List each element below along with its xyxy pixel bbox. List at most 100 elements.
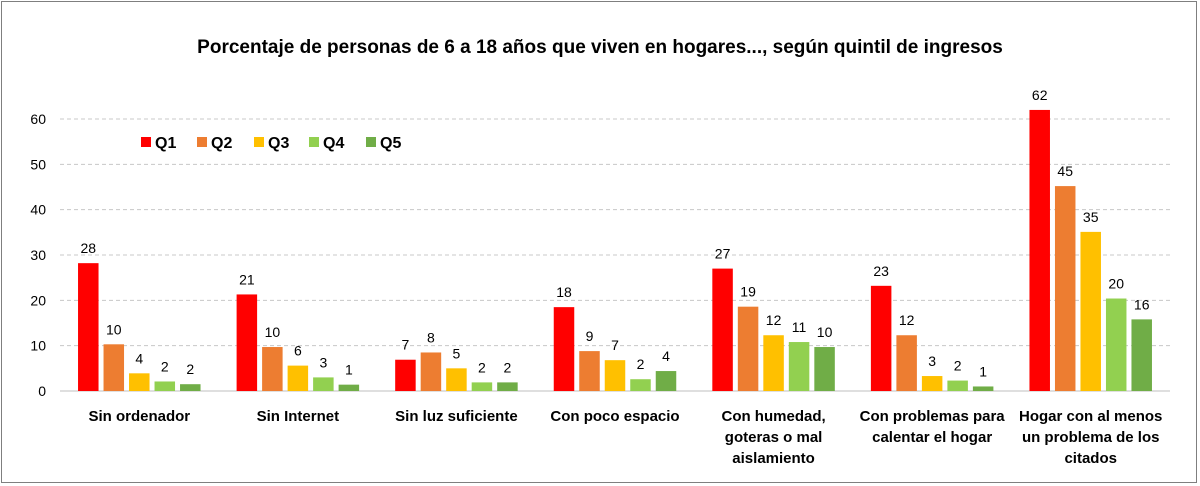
bar-q1 (236, 294, 258, 391)
legend-item-q2: Q2 (197, 135, 232, 152)
data-label: 4 (662, 348, 670, 364)
legend-item-q1: Q1 (141, 135, 176, 152)
legend-label: Q3 (268, 135, 289, 152)
bar-q5 (1131, 319, 1152, 391)
legend-label: Q4 (323, 135, 344, 152)
bar-q5 (338, 384, 360, 391)
category-labels: Sin ordenador Sin Internet Sin luz suficie… (88, 408, 1162, 467)
data-label: 35 (1083, 209, 1099, 225)
category-label: Con problemas para calentar el hogar (860, 408, 1006, 446)
data-label: 1 (979, 363, 987, 379)
data-label: 27 (715, 246, 731, 262)
bar-q5 (497, 382, 518, 391)
data-label: 28 (80, 240, 96, 256)
bars (78, 109, 1152, 391)
data-label: 10 (106, 321, 122, 337)
legend-item-q3: Q3 (254, 135, 289, 152)
data-label: 5 (453, 345, 461, 361)
data-label: 2 (637, 356, 645, 372)
bar-q3 (921, 376, 943, 391)
legend-swatch (254, 137, 264, 147)
legend-label: Q5 (380, 135, 401, 152)
legend-swatch (197, 137, 207, 147)
data-label: 4 (135, 350, 143, 366)
bar-q1 (395, 359, 416, 391)
bar-q4 (630, 379, 651, 391)
y-tick-label: 40 (30, 202, 46, 218)
y-axis-ticks: 0 10 20 30 40 50 60 (30, 111, 46, 399)
data-label: 10 (265, 324, 281, 340)
category-label: Sin luz suficiente (395, 408, 518, 425)
chart-title: Porcentaje de personas de 6 a 18 años qu… (197, 37, 1003, 58)
data-label: 12 (766, 312, 782, 328)
legend-swatch (309, 137, 319, 147)
bar-q1 (1029, 109, 1050, 391)
y-tick-label: 20 (30, 292, 46, 308)
bar-q5 (180, 384, 201, 391)
bar-q1 (78, 263, 99, 391)
data-label: 19 (740, 284, 756, 300)
data-label: 8 (427, 329, 435, 345)
data-label: 20 (1108, 276, 1124, 292)
legend-item-q5: Q5 (366, 135, 401, 152)
bar-q1 (870, 285, 892, 391)
data-label: 16 (1134, 296, 1150, 312)
data-label: 7 (611, 337, 619, 353)
bar-q4 (788, 342, 810, 391)
legend-label: Q1 (155, 135, 176, 152)
bar-q1 (712, 268, 733, 391)
bar-q4 (947, 380, 968, 391)
data-label: 7 (402, 337, 410, 353)
category-label: Con poco espacio (550, 408, 679, 425)
data-label: 2 (186, 361, 194, 377)
bar-q4 (313, 377, 334, 391)
bar-q2 (1054, 186, 1076, 391)
y-tick-label: 60 (30, 111, 46, 127)
bar-q4 (471, 382, 493, 391)
data-label: 23 (873, 263, 889, 279)
category-label: Con humedad, goteras o mal aislamiento (721, 408, 825, 467)
bar-q2 (420, 352, 442, 391)
data-label: 2 (161, 358, 169, 374)
data-label: 12 (899, 312, 915, 328)
data-label: 18 (556, 284, 572, 300)
bar-q2 (262, 347, 283, 391)
legend-swatch (141, 137, 151, 147)
data-label: 6 (294, 343, 302, 359)
data-label: 3 (319, 354, 327, 370)
data-label: 3 (928, 353, 936, 369)
data-label: 1 (345, 362, 353, 378)
data-label: 9 (586, 328, 594, 344)
bar-q2 (103, 344, 125, 391)
legend: Q1 Q2 Q3 Q4 Q5 (141, 135, 401, 152)
category-label: Sin Internet (257, 408, 340, 425)
bar-q4 (154, 381, 176, 391)
data-label: 21 (239, 271, 255, 287)
bar-q3 (763, 335, 784, 391)
category-label: Sin ordenador (88, 408, 190, 425)
data-label: 2 (504, 359, 512, 375)
bar-q2 (896, 335, 917, 391)
bar-q3 (129, 373, 150, 391)
bar-q3 (446, 368, 467, 391)
data-label: 10 (817, 324, 833, 340)
y-tick-label: 50 (30, 156, 46, 172)
data-label: 45 (1057, 163, 1073, 179)
category-label: Hogar con al menos un problema de los cita… (1019, 408, 1162, 467)
bar-q3 (1080, 231, 1101, 391)
data-label: 62 (1032, 87, 1048, 103)
bar-q4 (1105, 298, 1127, 391)
bar-q3 (604, 360, 626, 391)
bar-q3 (287, 365, 309, 391)
data-label: 2 (954, 358, 962, 374)
legend-item-q4: Q4 (309, 135, 344, 152)
legend-label: Q2 (211, 135, 232, 152)
bar-q1 (553, 307, 575, 391)
bar-q5 (972, 386, 994, 391)
bar-q5 (814, 347, 835, 391)
y-tick-label: 10 (30, 338, 46, 354)
y-tick-label: 30 (30, 247, 46, 263)
